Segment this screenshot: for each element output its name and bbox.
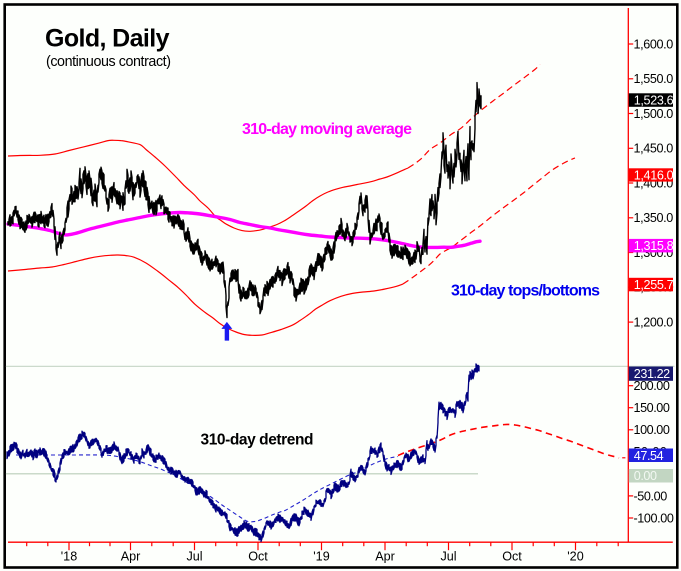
svg-text:-50.00: -50.00 (634, 489, 668, 503)
svg-text:1,200.0: 1,200.0 (634, 316, 674, 330)
svg-text:47.54: 47.54 (634, 449, 664, 463)
svg-text:1,416.0: 1,416.0 (634, 169, 674, 183)
svg-text:231.22: 231.22 (634, 367, 670, 381)
svg-text:1,315.8: 1,315.8 (634, 239, 674, 253)
svg-text:150.00: 150.00 (634, 401, 670, 415)
svg-text:0.00: 0.00 (634, 469, 657, 483)
svg-text:1,550.0: 1,550.0 (634, 72, 674, 86)
svg-text:1,500.0: 1,500.0 (634, 107, 674, 121)
svg-text:Gold, Daily: Gold, Daily (45, 25, 170, 53)
svg-text:Oct: Oct (248, 550, 268, 564)
svg-text:1,523.6: 1,523.6 (634, 94, 674, 108)
svg-text:100.00: 100.00 (634, 423, 670, 437)
svg-text:200.00: 200.00 (634, 379, 670, 393)
svg-text:310-day moving average: 310-day moving average (242, 121, 412, 138)
svg-text:(continuous contract): (continuous contract) (46, 54, 171, 70)
svg-text:Jul: Jul (186, 550, 202, 564)
svg-text:1,600.0: 1,600.0 (634, 37, 674, 51)
svg-text:Jul: Jul (440, 550, 456, 564)
svg-text:1,255.7: 1,255.7 (634, 278, 674, 292)
svg-text:1,450.0: 1,450.0 (634, 142, 674, 156)
svg-text:Apr: Apr (121, 550, 141, 564)
svg-text:'20: '20 (567, 550, 583, 564)
svg-text:Apr: Apr (375, 550, 395, 564)
svg-text:1,350.0: 1,350.0 (634, 211, 674, 225)
svg-text:310-day detrend: 310-day detrend (201, 432, 314, 449)
svg-text:'19: '19 (313, 550, 329, 564)
svg-text:310-day tops/bottoms: 310-day tops/bottoms (451, 283, 600, 300)
svg-text:Oct: Oct (502, 550, 522, 564)
svg-text:'18: '18 (61, 550, 77, 564)
svg-text:-100.00: -100.00 (634, 511, 674, 525)
